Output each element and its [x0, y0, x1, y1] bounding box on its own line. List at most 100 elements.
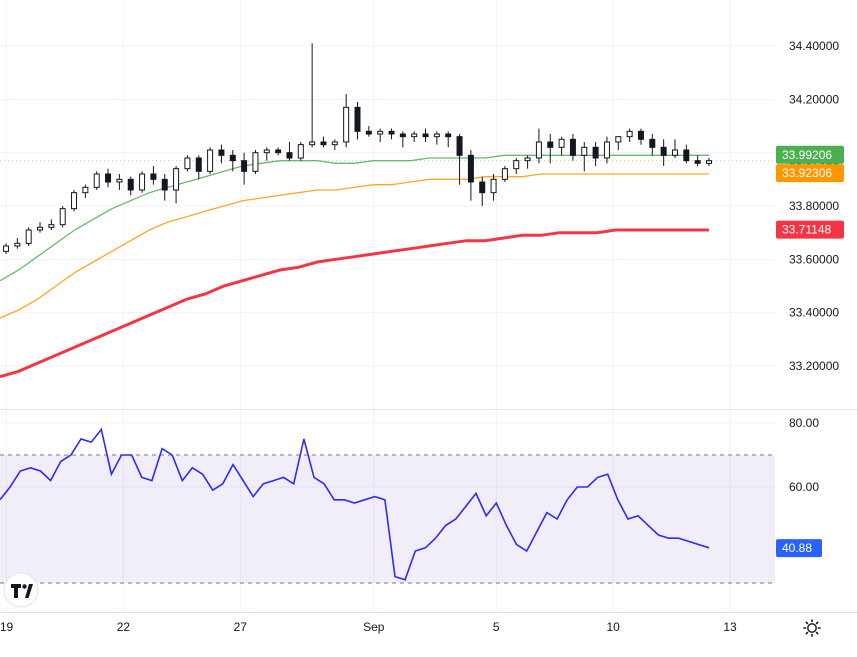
candle-body-down: [388, 130, 395, 135]
rsi-axis-label: 80.00: [789, 416, 819, 430]
candle-body-down: [445, 133, 452, 138]
candle-body-up: [490, 178, 497, 194]
candle-body-down: [660, 146, 667, 156]
time-axis-label: 10: [606, 620, 620, 634]
candle-body-down: [683, 149, 690, 162]
candle-body-down: [547, 141, 554, 148]
axis-layer: 34.40000 34.20000 33.80000 33.60000 33.40000…: [0, 39, 839, 634]
candle-body-up: [331, 141, 338, 146]
candlestick-layer: [3, 43, 712, 254]
price-badge: [776, 145, 844, 164]
price-axis-label: 33.80000: [789, 199, 839, 213]
time-axis-label: 5: [493, 620, 500, 634]
candle-body-up: [37, 226, 44, 231]
candle-body-down: [105, 173, 112, 183]
candle-body-down: [422, 133, 429, 138]
time-axis-label: 22: [117, 620, 131, 634]
candle-body-up: [25, 229, 32, 244]
candle-body-up: [377, 130, 384, 135]
rsi-axis-label: 60.00: [789, 480, 819, 494]
candle-body-up: [603, 141, 610, 159]
settings-gear-icon[interactable]: [803, 619, 821, 637]
time-axis-label: 19: [0, 620, 13, 634]
candle-body-up: [59, 208, 66, 226]
candle-body-up: [343, 106, 350, 143]
candle-body-up: [252, 152, 259, 172]
candle-body-up: [615, 136, 622, 143]
price-badge-label: 33.99206: [782, 148, 832, 162]
candle-body-up: [501, 168, 508, 180]
candle-body-down: [694, 160, 701, 164]
candle-body-up: [671, 149, 678, 156]
moving-average-line: [0, 228, 709, 379]
candle-body-up: [433, 133, 440, 138]
tradingview-logo[interactable]: [3, 572, 39, 608]
candle-body-down: [456, 136, 463, 156]
candle-body-up: [524, 157, 531, 162]
time-axis-label: 13: [723, 620, 737, 634]
candle-body-down: [286, 152, 293, 159]
time-axis-label: 27: [234, 620, 248, 634]
candle-body-up: [116, 178, 123, 183]
candle-body-up: [309, 141, 316, 146]
candle-body-up: [558, 138, 565, 148]
candle-body-down: [365, 130, 372, 135]
candle-body-down: [127, 178, 134, 191]
candle-body-down: [399, 133, 406, 138]
rsi-layer: [0, 427, 775, 584]
candle-body-up: [71, 192, 78, 210]
candle-body-down: [649, 138, 656, 148]
candle-body-up: [48, 224, 55, 228]
candle-body-down: [479, 181, 486, 194]
candle-body-up: [14, 242, 21, 247]
candle-body-up: [139, 173, 146, 191]
price-badge: [776, 164, 844, 183]
candle-body-down: [569, 138, 576, 156]
candle-body-up: [513, 160, 520, 170]
candle-body-up: [263, 149, 270, 154]
candle-body-down: [467, 154, 474, 183]
time-axis-label: Sep: [363, 620, 385, 634]
candle-body-up: [184, 157, 191, 170]
candle-body-up: [706, 160, 712, 164]
price-axis-label: 33.40000: [789, 306, 839, 320]
price-axis-label: 34.20000: [789, 92, 839, 106]
candle-body-down: [275, 149, 282, 154]
candle-body-up: [626, 130, 633, 138]
rsi-badge: [776, 539, 822, 558]
grid-layer: [0, 0, 775, 612]
price-axis-label: 34.40000: [789, 39, 839, 53]
candle-body-down: [592, 146, 599, 159]
price-badge-label: 33.71148: [782, 223, 831, 237]
candle-body-down: [354, 106, 361, 132]
candle-body-down: [320, 141, 327, 146]
moving-average-layer: [0, 154, 709, 379]
candle-body-up: [93, 173, 100, 188]
candle-body-down: [150, 173, 157, 180]
candle-body-down: [218, 149, 225, 156]
candle-body-down: [161, 178, 168, 191]
candle-body-down: [241, 160, 248, 172]
candle-body-down: [229, 154, 236, 162]
candle-body-up: [82, 186, 89, 194]
moving-average-line: [0, 154, 709, 282]
badge-layer: 33.99206 33.92306 33.71148 40.88: [776, 145, 844, 558]
price-badge-label: 33.92306: [782, 166, 832, 180]
price-axis-label: 33.60000: [789, 252, 839, 266]
rsi-badge-label: 40.88: [782, 541, 812, 555]
rsi-line: [0, 427, 710, 581]
price-badge: [776, 220, 844, 239]
candle-body-up: [411, 133, 418, 138]
candle-body-up: [297, 144, 304, 159]
candle-body-down: [195, 157, 202, 172]
candle-body-up: [535, 141, 542, 159]
candle-body-up: [581, 146, 588, 156]
candle-body-up: [173, 168, 180, 191]
candle-body-up: [3, 245, 9, 252]
candle-body-down: [637, 130, 644, 140]
moving-average-line: [0, 173, 709, 319]
candle-body-up: [207, 149, 214, 172]
